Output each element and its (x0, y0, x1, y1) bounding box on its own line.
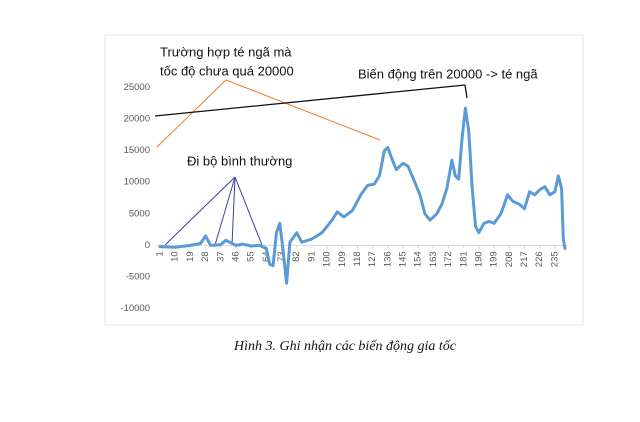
annotation-line (156, 79, 227, 148)
annotation-line (231, 176, 236, 246)
x-tick-label: 10 (170, 251, 181, 262)
x-tick-label: 37 (215, 251, 226, 262)
x-tick-label: 100 (322, 251, 333, 267)
y-tick-label: 25000 (124, 82, 150, 93)
annotation: tốc độ chưa quá 20000 (160, 63, 294, 78)
caption: Hình 3. Ghi nhận các biến động gia tốc (233, 339, 457, 354)
x-tick-label: 64 (261, 251, 272, 262)
x-tick-label: 73 (276, 251, 287, 262)
data-line (158, 106, 567, 285)
x-tick-label: 1 (155, 251, 166, 256)
y-tick-label: 15000 (124, 145, 150, 156)
annotation-line (464, 84, 468, 99)
x-tick-label: 190 (473, 251, 484, 267)
x-tick-label: 217 (519, 251, 530, 267)
x-tick-label: 82 (291, 251, 302, 262)
x-tick-label: 226 (534, 251, 545, 267)
x-tick-label: 145 (398, 251, 409, 267)
annotation-line (214, 176, 236, 246)
x-tick-label: 199 (489, 251, 500, 267)
annotation-line (154, 84, 466, 117)
x-tick-label: 118 (352, 251, 363, 266)
x-tick-label: 181 (458, 251, 469, 267)
chart-frame (104, 34, 584, 326)
y-tick-label: 10000 (124, 177, 150, 188)
y-tick-label: 5000 (129, 208, 150, 219)
y-tick-label: 20000 (124, 114, 150, 125)
x-tick-label: 208 (504, 251, 515, 267)
x-tick-label: 172 (443, 251, 454, 267)
x-tick-label: 91 (306, 251, 317, 262)
annotation: Trường hợp té ngã mà (160, 44, 292, 59)
annotation-lines (154, 79, 468, 246)
y-tick-label: -5000 (126, 271, 150, 282)
x-tick-label: 154 (413, 251, 424, 267)
annotation: Biến động trên 20000 -> té ngã (358, 66, 538, 81)
x-tick-label: 136 (382, 251, 393, 267)
x-tick-label: 163 (428, 251, 439, 267)
annotation: Đi bộ bình thường (187, 153, 292, 168)
y-tick-label: 0 (145, 240, 150, 251)
annotation-line (225, 79, 381, 141)
x-tick-label: 235 (549, 251, 560, 267)
y-tick-label: -10000 (120, 303, 150, 314)
annotation-line (164, 176, 236, 246)
annotation-line (234, 176, 263, 246)
x-tick-label: 127 (367, 251, 378, 267)
x-tick-label: 28 (200, 251, 211, 262)
x-tick-label: 109 (337, 251, 348, 267)
x-tick-label: 46 (230, 251, 241, 262)
x-tick-label: 19 (185, 251, 196, 262)
x-tick-label: 55 (246, 251, 257, 262)
